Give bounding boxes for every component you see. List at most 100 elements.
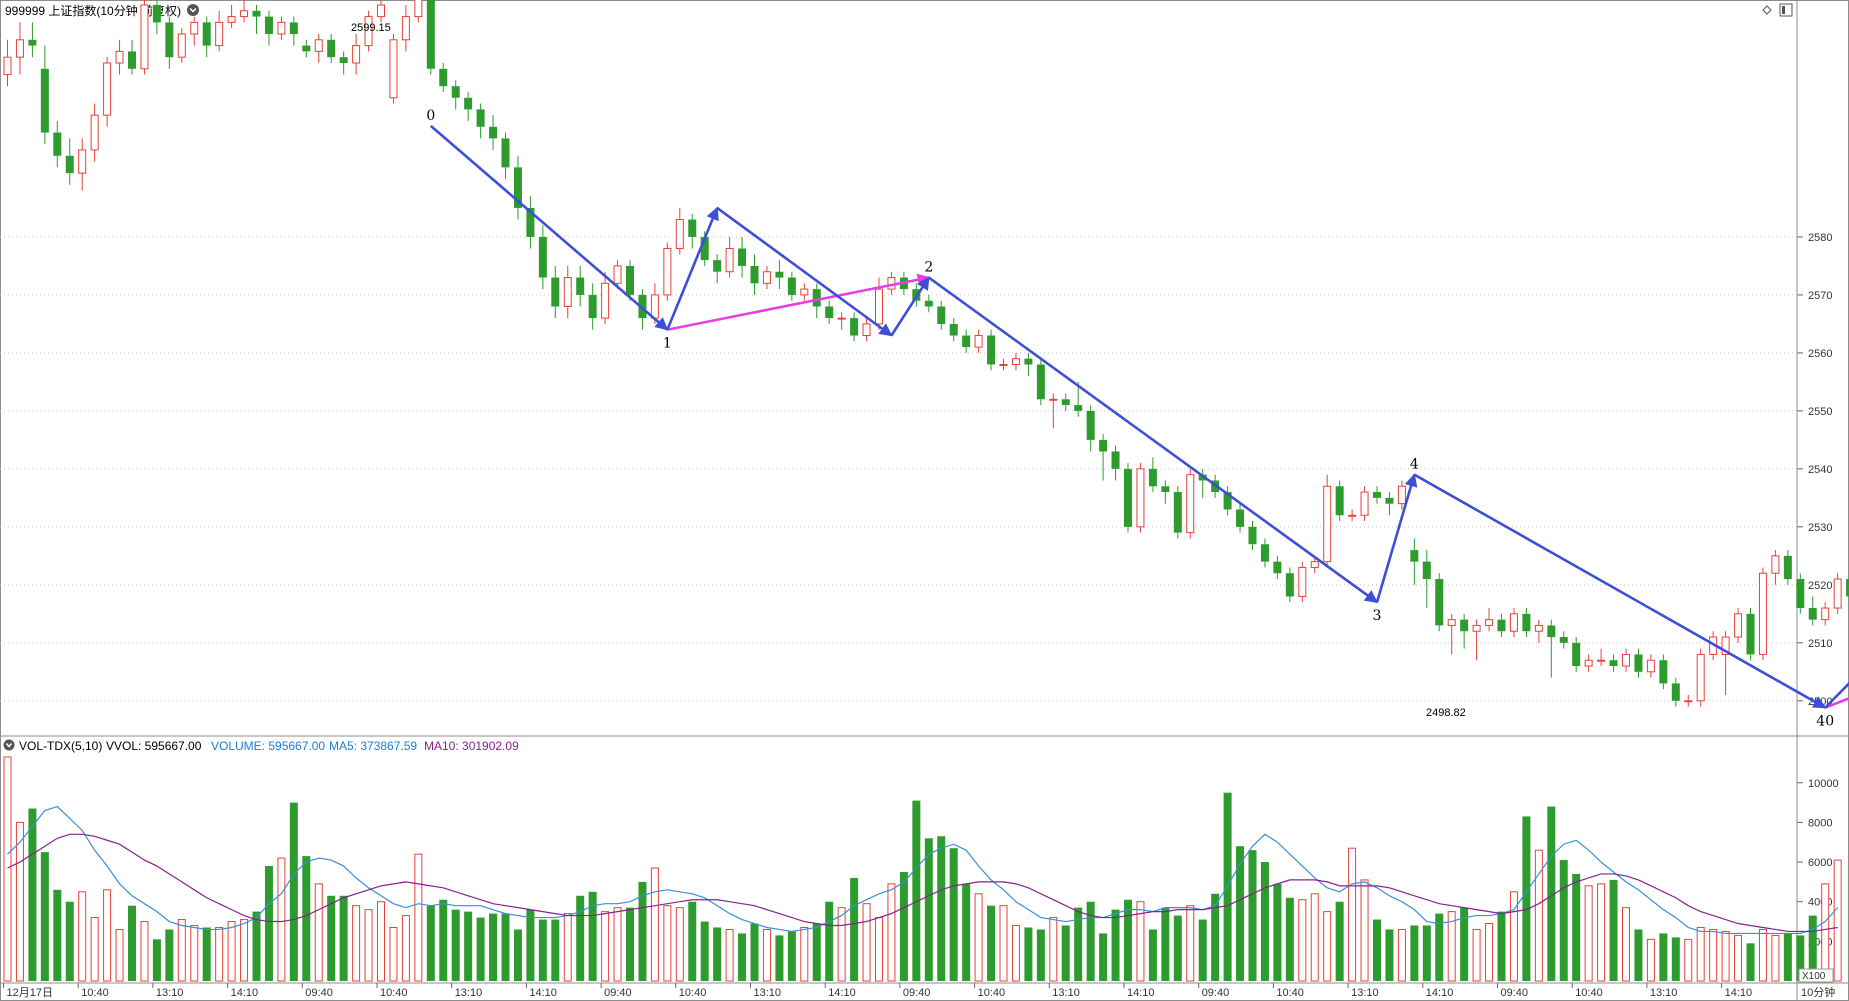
volume-bar-down	[1074, 907, 1083, 981]
candle-body-down	[1099, 439, 1108, 452]
volume-bar-down	[638, 881, 647, 981]
volume-bar-down	[825, 901, 834, 981]
candle	[812, 283, 821, 319]
volume-bar-up	[999, 905, 1008, 982]
candle-body-down	[1285, 573, 1294, 597]
price-tick-label: 2510	[1808, 638, 1832, 650]
candle	[190, 16, 199, 46]
candle-body-up	[663, 248, 672, 296]
candle-body-down	[962, 335, 971, 348]
candle-body-up	[414, 0, 423, 18]
candle-body-up	[675, 219, 684, 250]
volume-bar-up	[1721, 930, 1730, 982]
candle-body-down	[1422, 561, 1431, 580]
candle-body-up	[377, 4, 385, 18]
candle-body-down	[327, 39, 336, 58]
volume-bar-down	[476, 917, 485, 981]
candle-body-down	[1061, 399, 1070, 406]
candle	[1099, 434, 1108, 481]
candle	[289, 16, 298, 46]
candle	[924, 294, 933, 313]
volume-bar-down	[451, 909, 460, 981]
candle-body-down	[1783, 555, 1792, 580]
candle-body-down	[787, 277, 796, 295]
panel-toggle-icon[interactable]	[1779, 3, 1793, 17]
volume-bar-down	[264, 866, 273, 981]
candle-body-down	[750, 265, 759, 284]
candle-body-down	[451, 86, 460, 98]
volume-bar-down	[1285, 897, 1294, 981]
time-tick-label: 09:40	[1202, 987, 1230, 999]
candle-body-up	[1323, 485, 1332, 563]
volume-bar-up	[115, 928, 124, 982]
candle-body-down	[28, 39, 37, 46]
volume-bar-up	[1534, 849, 1543, 982]
time-tick-label: 14:10	[231, 987, 259, 999]
volume-bar-down	[1609, 879, 1618, 981]
candle-body-up	[190, 21, 199, 35]
volume-bar-down	[1198, 919, 1207, 981]
volume-bar-down	[1460, 907, 1469, 981]
candle	[451, 80, 460, 110]
candle-body-up	[1771, 555, 1780, 574]
candle-body-down	[53, 132, 62, 156]
candle-body-down	[426, 0, 435, 69]
volume-bar-down	[1572, 873, 1581, 981]
candle-body-down	[289, 22, 298, 34]
volume-bar-down	[202, 927, 211, 981]
volume-bar-up	[650, 867, 659, 982]
candle	[1111, 445, 1120, 481]
volume-menu-icon[interactable]	[3, 739, 15, 751]
candle-body-up	[1485, 619, 1494, 626]
time-tick-label: 10:40	[1575, 987, 1603, 999]
candle	[538, 225, 547, 290]
candle-body-up	[762, 271, 771, 284]
candle	[264, 10, 273, 46]
candle	[1024, 352, 1033, 377]
volume-bar-down	[962, 883, 971, 981]
candle	[1447, 613, 1456, 655]
candle-body-up	[78, 149, 87, 174]
volume-bar-down	[439, 899, 448, 981]
candle-body-up	[1509, 613, 1518, 632]
candle-body-up	[601, 282, 610, 319]
wave-label: 3	[1373, 608, 1382, 624]
candle-body-up	[999, 364, 1008, 366]
candle-body-up	[837, 317, 846, 320]
volume-bar-up	[1709, 928, 1718, 982]
candle	[1011, 352, 1020, 371]
volume-bar-down	[128, 905, 136, 981]
time-tick-label: 13:10	[754, 987, 782, 999]
volume-bar-down	[713, 927, 722, 981]
volume-bar-up	[675, 907, 684, 982]
volume-bar-down	[1248, 850, 1257, 981]
candle	[688, 213, 697, 249]
candle-body-down	[1198, 474, 1207, 481]
candle	[215, 10, 224, 52]
candle-body-up	[15, 39, 24, 58]
wave-guide-line	[1414, 474, 1826, 709]
candle-body-down	[40, 68, 49, 133]
volume-value: VOLUME: 595667.00	[211, 739, 325, 753]
time-tick-label: 10:40	[978, 987, 1006, 999]
candle	[401, 5, 410, 52]
candle-body-down	[1273, 561, 1282, 574]
volume-bar-down	[28, 808, 37, 981]
time-tick-label: 14:10	[1725, 987, 1753, 999]
candle	[426, 0, 435, 75]
diamond-icon[interactable]	[1762, 5, 1772, 15]
volume-bar-down	[738, 933, 747, 981]
volume-bar-down	[289, 802, 298, 981]
volume-bar-down	[688, 901, 697, 981]
candle	[140, 0, 149, 75]
candle	[563, 265, 572, 319]
wave-line	[928, 276, 1379, 604]
period-label[interactable]: 10分钟	[1801, 985, 1835, 999]
high-price-label: 2599.15	[351, 22, 391, 34]
volume-bar-up	[414, 853, 423, 982]
title-menu-icon[interactable]	[187, 4, 199, 16]
candle	[1348, 509, 1357, 522]
candle-body-down	[339, 57, 348, 63]
